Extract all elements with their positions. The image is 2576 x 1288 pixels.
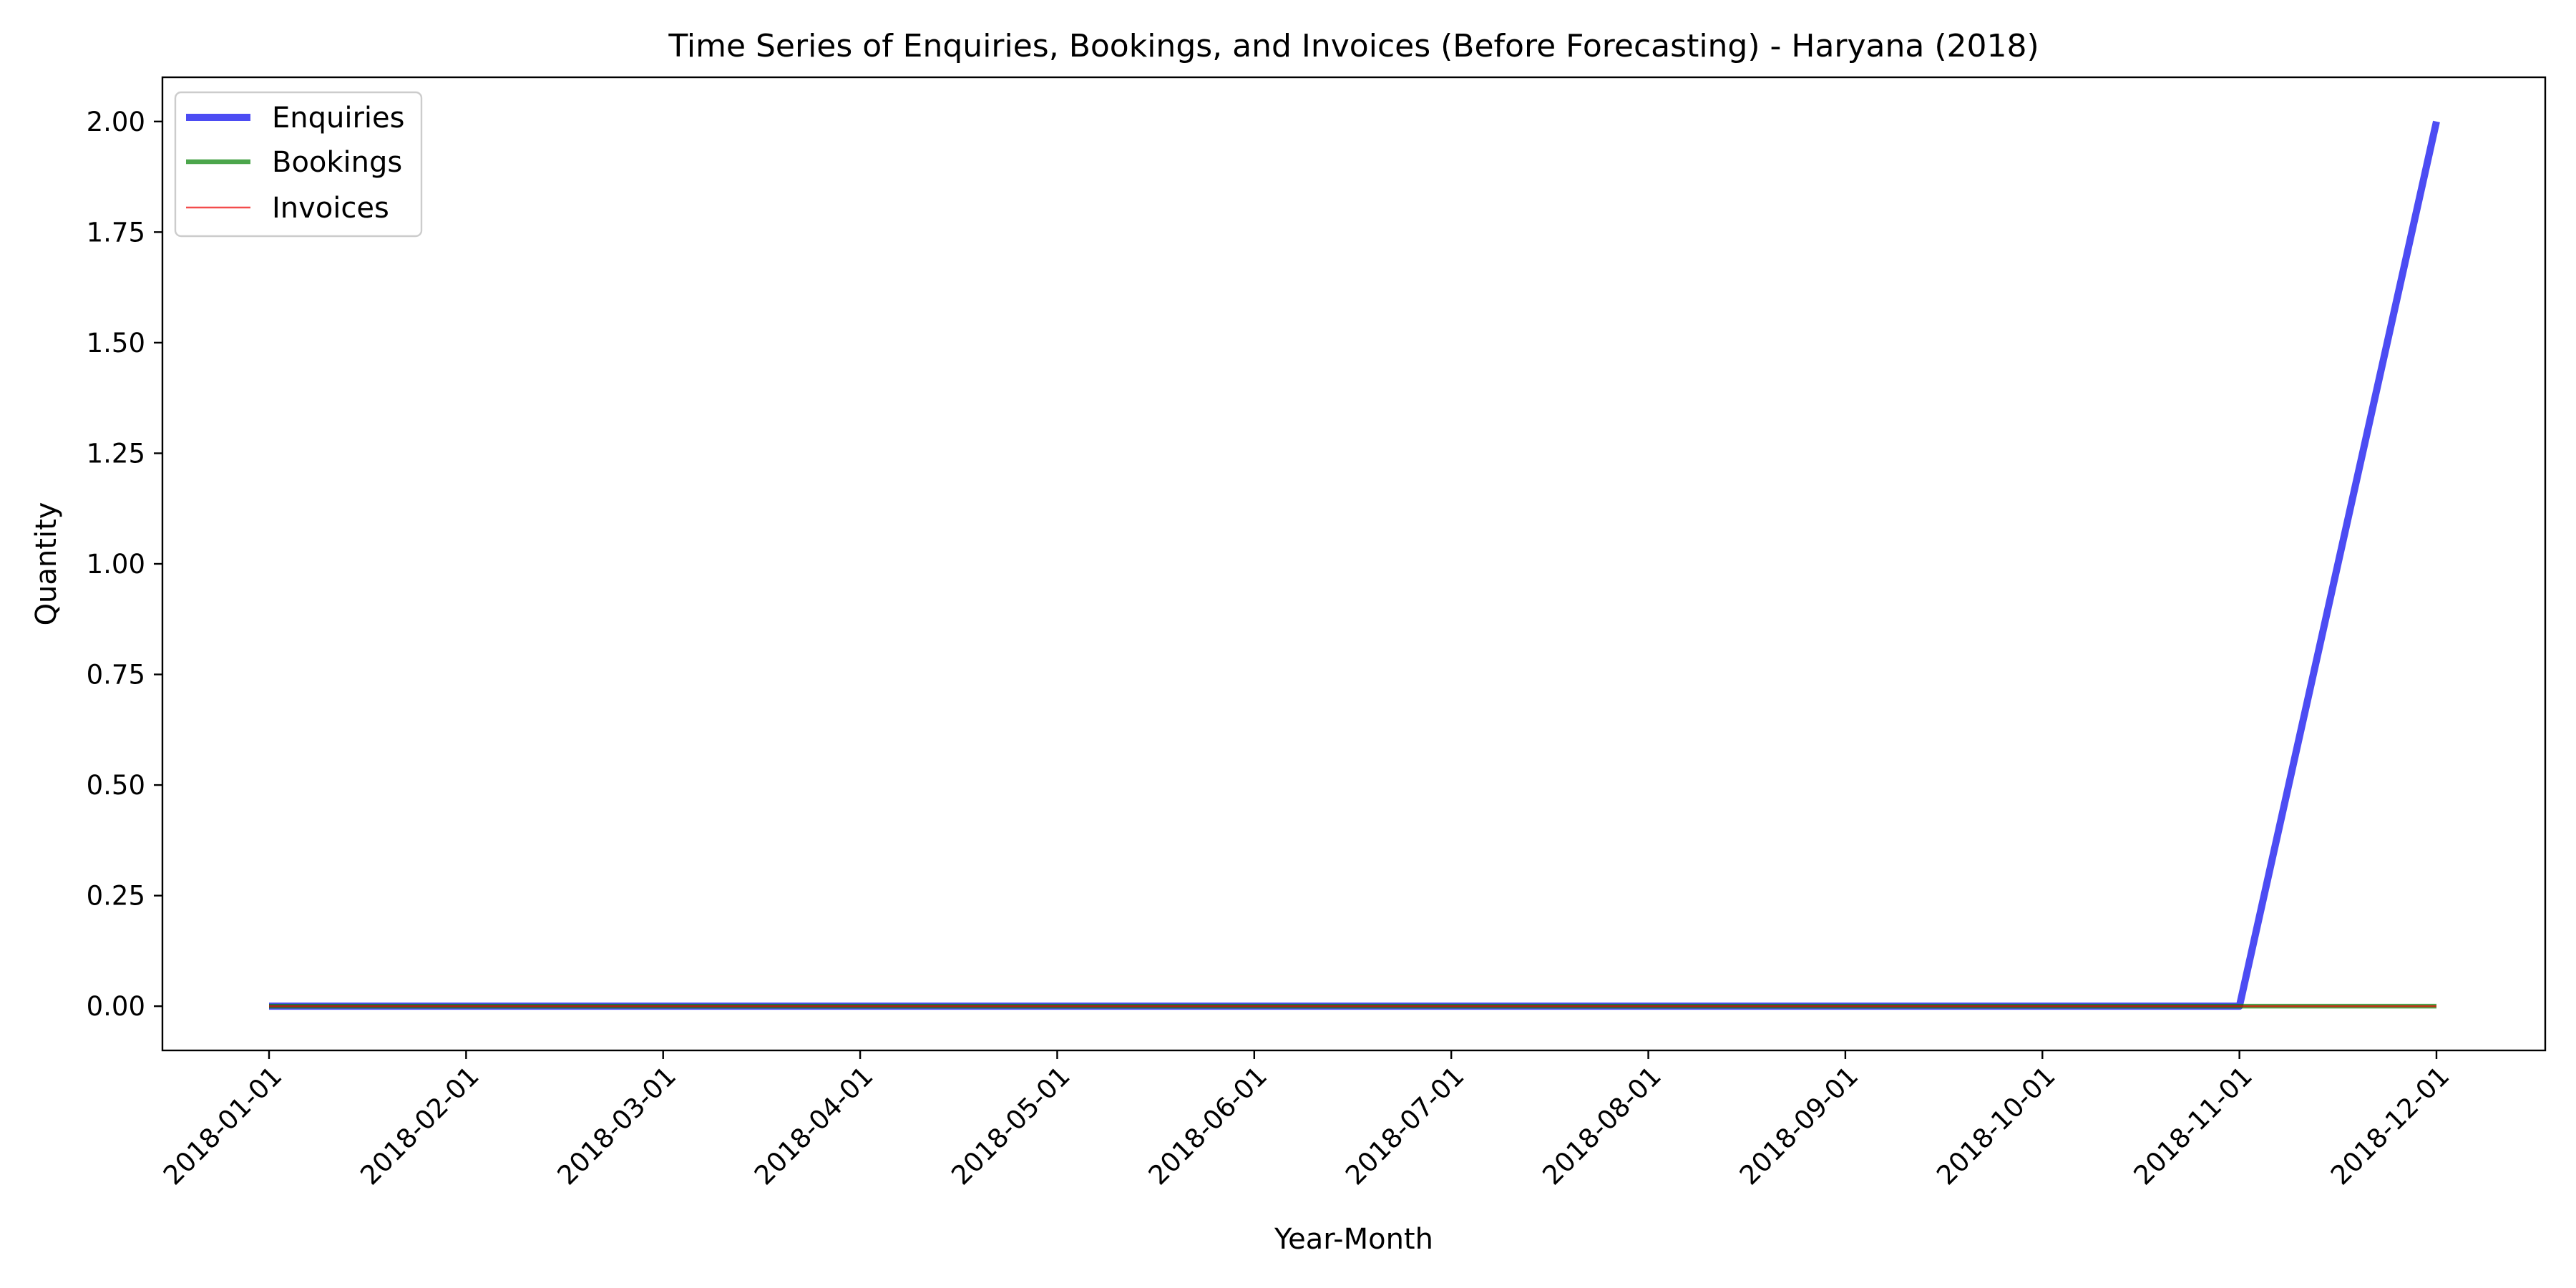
y-tick-label: 0.25 (87, 881, 145, 912)
series-line-enquiries (269, 120, 2440, 1010)
legend-label-bookings: Bookings (272, 146, 402, 179)
x-tick-label: 2018-08-01 (1536, 1060, 1667, 1191)
y-tick-label: 0.50 (87, 770, 145, 801)
x-tick-label: 2018-09-01 (1734, 1060, 1864, 1191)
legend-box (174, 91, 423, 238)
legend-label-enquiries: Enquiries (272, 102, 405, 135)
y-tick-label: 1.25 (87, 438, 145, 469)
y-tick-label: 1.50 (87, 328, 145, 358)
x-tick-label: 2018-02-01 (354, 1060, 484, 1191)
series-layer (269, 120, 2440, 1010)
y-tick-label: 1.75 (87, 217, 145, 248)
x-tick-label: 2018-01-01 (157, 1060, 288, 1191)
x-tick-label: 2018-07-01 (1340, 1060, 1470, 1191)
x-tick-label: 2018-12-01 (2325, 1060, 2455, 1191)
x-tick-label: 2018-05-01 (945, 1060, 1075, 1191)
y-axis: 0.00 0.25 0.50 0.75 1.00 1.25 1.50 1.75 2.00 (87, 107, 162, 1022)
legend-label-invoices: Invoices (272, 192, 389, 225)
x-tick-label: 2018-11-01 (2128, 1060, 2258, 1191)
chart-title: Time Series of Enquiries, Bookings, and … (668, 28, 2039, 64)
plot-frame (161, 76, 2547, 1052)
y-tick-label: 0.75 (87, 660, 145, 691)
x-axis-label: Year-Month (1274, 1223, 1433, 1256)
x-tick-label: 2018-03-01 (552, 1060, 682, 1191)
legend: Enquiries Bookings Invoices (174, 91, 423, 238)
x-tick-label: 2018-06-01 (1143, 1060, 1273, 1191)
x-axis: 2018-01-01 2018-02-01 2018-03-01 2018-04-01… (157, 1050, 2455, 1191)
y-axis-label: Quantity (30, 502, 63, 626)
y-tick-label: 2.00 (87, 107, 145, 137)
y-tick-label: 0.00 (87, 991, 145, 1022)
x-tick-label: 2018-04-01 (748, 1060, 879, 1191)
x-tick-label: 2018-10-01 (1931, 1060, 2061, 1191)
y-tick-label: 1.00 (87, 549, 145, 580)
